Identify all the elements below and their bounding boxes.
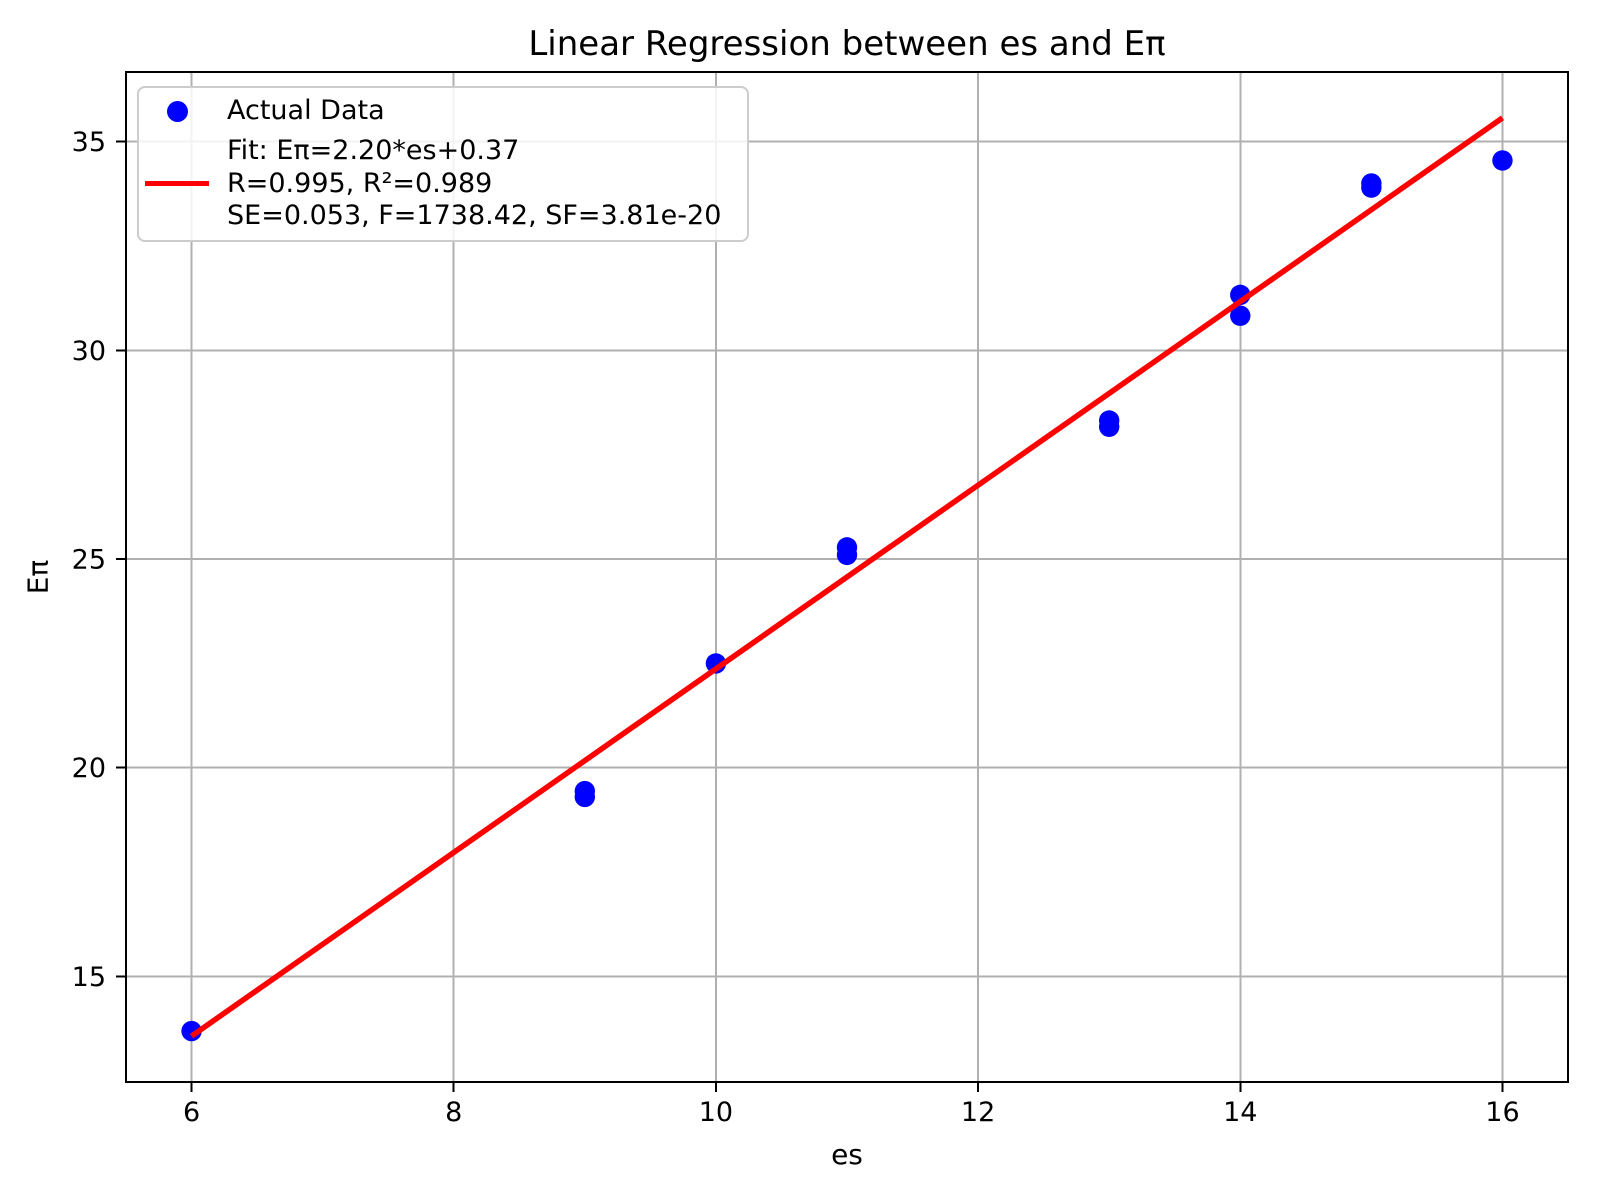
scatter-point (181, 1020, 202, 1042)
legend-entry-actual-data: Actual Data (147, 95, 737, 127)
x-tick-label: 8 (445, 1097, 462, 1128)
x-tick-label: 16 (1485, 1097, 1519, 1128)
y-tick-label: 25 (72, 545, 106, 576)
scatter-point (1492, 150, 1513, 171)
legend-scatter-marker-icon (166, 100, 188, 122)
y-tick-label: 15 (72, 962, 106, 993)
y-tick-label: 20 (72, 753, 106, 784)
legend-label-actual-data: Actual Data (227, 95, 385, 126)
legend-line-marker-icon (145, 181, 209, 187)
scatter-point (1230, 305, 1251, 326)
y-tick-label: 30 (72, 336, 106, 367)
scatter-point (574, 780, 596, 802)
chart-title: Linear Regression between es and Eπ (528, 24, 1166, 64)
x-axis-label: es (831, 1138, 863, 1171)
x-tick-label: 10 (699, 1097, 733, 1128)
y-axis-label: Eπ (21, 559, 55, 595)
legend-fit-equation: Fit: Eπ=2.20*es+0.37 (227, 135, 520, 167)
y-tick-label: 35 (72, 127, 106, 158)
x-tick-label: 6 (183, 1097, 200, 1128)
legend-fit-se: SE=0.053, F=1738.42, SF=3.81e-20 (227, 200, 722, 232)
scatter-point (836, 537, 858, 558)
scatter-point (1098, 410, 1120, 431)
scatter-point (1361, 173, 1382, 194)
plot-border (125, 71, 1569, 1083)
legend: Actual Data Fit: Eπ=2.20*es+0.37 R=0.995… (137, 86, 749, 242)
fit-line (189, 115, 1505, 1039)
legend-fit-r: R=0.995, R²=0.989 (227, 167, 493, 199)
legend-entry-fit: Fit: Eπ=2.20*es+0.37 R=0.995, R²=0.989 S… (145, 135, 737, 232)
x-tick-label: 12 (961, 1097, 995, 1128)
x-tick-label: 14 (1223, 1097, 1257, 1128)
legend-label-fit: Fit: Eπ=2.20*es+0.37 R=0.995, R²=0.989 S… (227, 135, 721, 232)
